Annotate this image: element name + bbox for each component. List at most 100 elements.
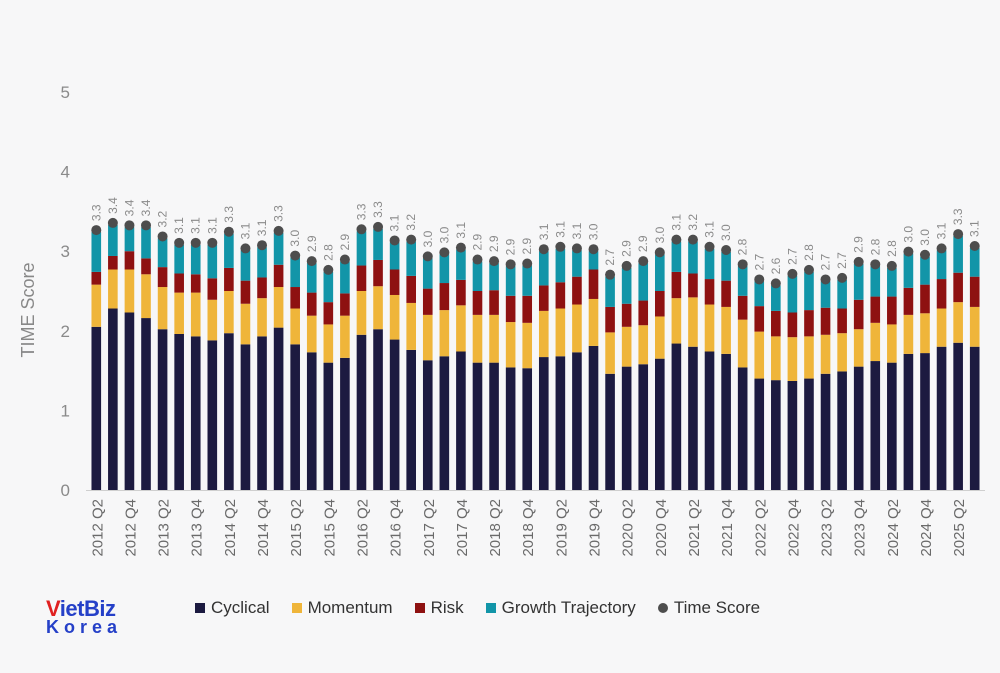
bar-segment-momentum xyxy=(472,314,483,363)
bar-segment-momentum xyxy=(737,319,748,368)
time-score-dot xyxy=(555,241,566,252)
x-tick-label: 2024 Q2 xyxy=(885,499,902,557)
bar-segment-momentum xyxy=(953,302,963,343)
x-tick-label: 2013 Q2 xyxy=(156,499,173,557)
bar-segment-cyclical xyxy=(273,327,284,490)
bar-segment-cyclical xyxy=(688,346,698,490)
bar-segment-cyclical xyxy=(853,366,864,490)
bar-segment-risk xyxy=(422,288,433,315)
bar-segment-cyclical xyxy=(538,357,549,490)
bar-segment-momentum xyxy=(920,313,930,354)
data-label: 3.1 xyxy=(669,214,683,231)
data-label: 2.7 xyxy=(603,249,617,266)
bar-segment-growth-trajectory xyxy=(837,279,847,309)
bar-segment-risk xyxy=(240,280,251,304)
time-score-dot xyxy=(472,254,483,265)
bar-segment-growth-trajectory xyxy=(240,250,251,281)
bar-segment-cyclical xyxy=(920,353,930,490)
bar-segment-growth-trajectory xyxy=(588,251,599,270)
bar-segment-growth-trajectory xyxy=(323,271,334,303)
bar-segment-momentum xyxy=(903,314,914,354)
x-tick-label: 2023 Q4 xyxy=(852,499,869,557)
bar-segment-momentum xyxy=(787,337,798,381)
x-tick-label: 2019 Q4 xyxy=(587,499,604,557)
bar-segment-cyclical xyxy=(969,346,980,490)
bar-segment-growth-trajectory xyxy=(538,251,549,286)
bar-segment-momentum xyxy=(224,291,234,334)
bar-segment-growth-trajectory xyxy=(456,249,466,280)
bar-segment-momentum xyxy=(108,269,118,309)
data-label: 3.3 xyxy=(371,201,385,218)
bar-segment-risk xyxy=(124,251,135,270)
time-score-dot xyxy=(257,240,268,251)
bar-segment-risk xyxy=(290,287,300,309)
time-score-dot xyxy=(571,243,582,254)
bar-segment-cyclical xyxy=(157,329,168,490)
bar-segment-momentum xyxy=(771,336,781,381)
data-label: 3.3 xyxy=(951,208,965,225)
bar-segment-risk xyxy=(903,287,914,315)
bar-segment-momentum xyxy=(605,332,615,374)
bar-segment-risk xyxy=(787,312,798,338)
time-score-dot xyxy=(953,229,964,240)
x-tick-label: 2017 Q4 xyxy=(454,499,471,557)
value-labels: 3.3 3.4 3.4 3.43.2 3.1 3.1 3.13.33.1 3.13.33.0 2… xyxy=(89,197,981,275)
bar-segment-growth-trajectory xyxy=(108,224,118,256)
bar-segment-momentum xyxy=(572,304,582,353)
x-tick-label: 2025 Q2 xyxy=(951,499,968,557)
bar-segment-momentum xyxy=(389,294,400,340)
legend-item-time-score: Time Score xyxy=(657,598,760,618)
x-axis: 2012 Q2 2012 Q4 2013 Q2 2013 Q4 2014 Q2 2014 … xyxy=(89,499,968,557)
legend-label: Momentum xyxy=(307,598,393,617)
bar-segment-growth-trajectory xyxy=(555,248,566,283)
time-score-dot xyxy=(455,242,466,253)
bar-segment-cyclical xyxy=(621,366,632,490)
data-label: 3.3 xyxy=(272,205,286,222)
bar-segment-risk xyxy=(207,278,218,300)
bar-segment-risk xyxy=(920,284,930,314)
legend-item-risk: Risk xyxy=(414,598,464,618)
time-score-dots xyxy=(91,217,980,289)
time-score-dot xyxy=(886,260,897,271)
time-score-dot xyxy=(919,249,930,260)
y-tick-label: 5 xyxy=(61,83,70,102)
bar-segment-growth-trajectory xyxy=(124,227,135,252)
time-score-dot xyxy=(306,256,317,267)
x-tick-label: 2012 Q2 xyxy=(89,499,106,557)
time-score-dot xyxy=(704,241,715,252)
bar-segment-momentum xyxy=(621,326,632,367)
bar-segment-risk xyxy=(737,295,748,320)
bar-segment-growth-trajectory xyxy=(638,263,649,301)
time-score-dot xyxy=(422,251,433,262)
bar-segment-cyclical xyxy=(240,344,251,490)
bar-segment-cyclical xyxy=(787,380,798,490)
bar-segment-growth-trajectory xyxy=(572,250,582,277)
bar-segment-risk xyxy=(323,302,334,325)
time-score-dot xyxy=(273,225,284,236)
bar-segment-growth-trajectory xyxy=(936,250,947,280)
bar-segment-growth-trajectory xyxy=(721,251,731,281)
data-label: 3.1 xyxy=(537,223,551,240)
data-label: 3.2 xyxy=(156,210,170,227)
bar-segment-momentum xyxy=(456,305,466,352)
bar-segment-momentum xyxy=(804,336,814,379)
time-score-dot xyxy=(820,274,831,285)
data-label: 3.1 xyxy=(570,222,584,239)
bar-segment-growth-trajectory xyxy=(273,232,284,265)
bar-segment-growth-trajectory xyxy=(870,266,881,297)
bar-segment-momentum xyxy=(721,306,731,354)
data-label: 3.0 xyxy=(918,229,932,246)
time-score-dot xyxy=(157,231,168,242)
bar-segment-risk xyxy=(273,264,284,288)
bar-segment-cyclical xyxy=(754,378,765,490)
bar-segment-growth-trajectory xyxy=(157,238,168,268)
bar-segment-cyclical xyxy=(721,353,731,490)
bar-segment-cyclical xyxy=(439,356,450,490)
bar-segment-growth-trajectory xyxy=(422,258,433,289)
bar-segment-momentum xyxy=(671,298,682,344)
time-score-dot xyxy=(853,256,864,267)
data-label: 2.7 xyxy=(835,252,849,269)
time-score-dot xyxy=(870,259,881,270)
bar-segment-risk xyxy=(721,280,731,307)
bar-segment-risk xyxy=(538,285,549,311)
